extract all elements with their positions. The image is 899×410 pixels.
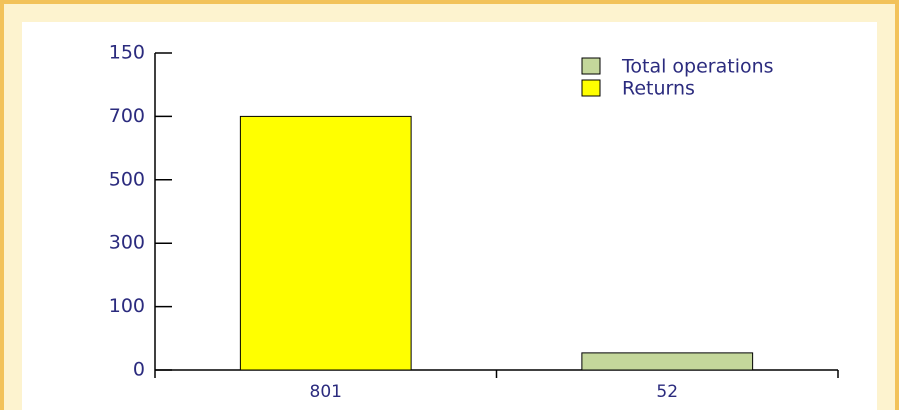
y-tick-label: 300 [109,232,145,254]
y-tick-label: 100 [109,295,145,317]
legend-label: Returns [622,78,695,100]
legend-label: Total operations [621,56,774,78]
y-tick-label: 700 [109,105,145,127]
y-tick-label: 0 [133,359,145,381]
plot-panel [22,22,877,410]
x-tick-label: 52 [656,382,678,402]
legend-swatch [581,57,601,75]
bar [239,115,412,371]
legend-swatch [581,79,601,97]
y-tick-label: 500 [109,168,145,190]
x-tick-label: 801 [310,382,342,402]
bar [581,352,754,371]
y-tick-label: 150 [109,42,145,64]
